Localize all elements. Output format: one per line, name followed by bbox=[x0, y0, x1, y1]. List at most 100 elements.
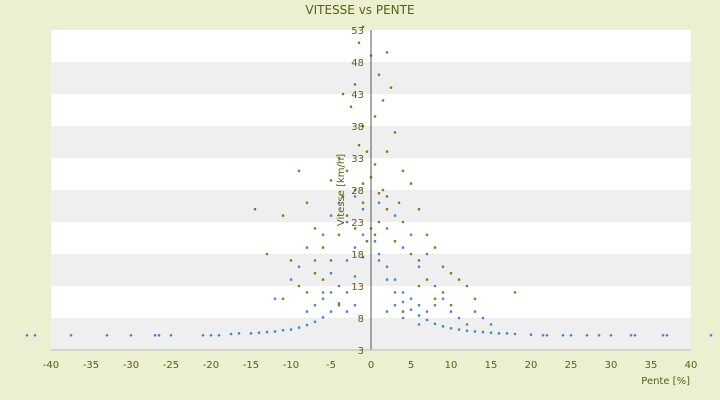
data-point bbox=[425, 318, 429, 322]
data-point bbox=[353, 227, 357, 230]
data-point bbox=[253, 207, 257, 211]
data-point bbox=[297, 169, 301, 173]
y-tick-label: 33 bbox=[351, 154, 364, 165]
data-point bbox=[105, 333, 109, 337]
data-point bbox=[329, 179, 333, 182]
data-point bbox=[385, 207, 389, 211]
data-point bbox=[473, 297, 477, 301]
data-point bbox=[281, 214, 285, 217]
data-point bbox=[457, 278, 461, 281]
data-point bbox=[449, 310, 453, 313]
data-point bbox=[229, 332, 233, 336]
data-point bbox=[401, 220, 405, 224]
y-tick-label: 43 bbox=[351, 90, 364, 101]
x-tick-label: -20 bbox=[203, 360, 219, 371]
data-point bbox=[569, 333, 573, 337]
data-point bbox=[597, 333, 601, 337]
data-point bbox=[473, 310, 477, 313]
data-point bbox=[377, 252, 381, 256]
data-point bbox=[353, 188, 357, 192]
data-point bbox=[393, 131, 397, 134]
data-point bbox=[289, 259, 293, 262]
data-point bbox=[305, 310, 309, 313]
data-point bbox=[541, 333, 545, 337]
data-point bbox=[321, 246, 325, 249]
data-point bbox=[381, 99, 385, 102]
data-point bbox=[33, 333, 37, 337]
data-point bbox=[385, 227, 389, 230]
data-point bbox=[273, 297, 277, 301]
data-point bbox=[337, 303, 341, 307]
data-point bbox=[353, 303, 357, 307]
data-point bbox=[313, 303, 317, 307]
data-point bbox=[409, 252, 413, 256]
data-point bbox=[349, 105, 353, 109]
data-point bbox=[417, 314, 421, 317]
data-point bbox=[345, 291, 349, 294]
data-point bbox=[153, 333, 157, 337]
data-point bbox=[265, 252, 269, 256]
data-point bbox=[365, 239, 369, 243]
data-point bbox=[457, 328, 461, 331]
y-tick-label: 8 bbox=[358, 314, 364, 325]
data-point bbox=[321, 278, 325, 281]
y-axis-label: Vitesse [km/h] bbox=[336, 154, 347, 226]
data-point bbox=[465, 284, 469, 288]
data-point bbox=[425, 233, 429, 237]
data-point bbox=[345, 259, 349, 262]
data-point bbox=[377, 201, 381, 205]
data-point bbox=[449, 303, 453, 307]
data-point bbox=[513, 332, 517, 336]
x-tick-label: -30 bbox=[123, 360, 139, 371]
data-point bbox=[385, 51, 389, 54]
data-point bbox=[69, 333, 73, 337]
data-point bbox=[393, 214, 397, 217]
data-point bbox=[409, 233, 413, 237]
data-point bbox=[341, 195, 345, 198]
data-point bbox=[337, 301, 341, 305]
data-point bbox=[305, 323, 309, 327]
data-point bbox=[385, 150, 389, 153]
data-point bbox=[361, 25, 365, 29]
data-point bbox=[341, 92, 345, 96]
data-point bbox=[345, 310, 349, 313]
data-point bbox=[401, 300, 405, 304]
data-point bbox=[449, 271, 453, 275]
data-point bbox=[661, 333, 665, 337]
data-point bbox=[633, 333, 637, 337]
data-point bbox=[385, 278, 389, 281]
x-tick-label: -15 bbox=[243, 360, 259, 371]
x-tick-label: 10 bbox=[445, 360, 458, 371]
data-point bbox=[393, 291, 397, 294]
data-point bbox=[365, 150, 369, 153]
x-tick-labels: -40 -35 -30 -25 -20 -15 -10 -5 0 5 10 15 20 25 30 35 40 bbox=[43, 360, 698, 371]
data-point bbox=[473, 330, 477, 333]
data-point bbox=[433, 284, 437, 288]
data-point bbox=[329, 271, 333, 275]
data-point bbox=[481, 330, 485, 334]
data-point bbox=[513, 291, 517, 294]
data-point bbox=[393, 303, 397, 307]
x-tick-label: 5 bbox=[408, 360, 414, 371]
y-tick-label: 13 bbox=[351, 282, 364, 293]
data-point bbox=[409, 182, 413, 185]
data-point bbox=[417, 284, 421, 288]
data-point bbox=[397, 201, 401, 205]
data-point bbox=[433, 303, 437, 307]
data-point bbox=[441, 265, 445, 269]
x-tick-label: -10 bbox=[283, 360, 299, 371]
data-point bbox=[373, 115, 377, 118]
data-point bbox=[441, 297, 445, 301]
data-point bbox=[337, 156, 341, 160]
data-point bbox=[449, 326, 453, 330]
data-point bbox=[457, 316, 461, 320]
data-point bbox=[401, 246, 405, 249]
data-point bbox=[157, 333, 161, 337]
data-point bbox=[441, 325, 445, 328]
data-point bbox=[361, 182, 365, 185]
data-point bbox=[305, 201, 309, 205]
x-tick-label: 0 bbox=[368, 360, 374, 371]
data-point bbox=[441, 291, 445, 294]
data-point bbox=[321, 316, 325, 319]
